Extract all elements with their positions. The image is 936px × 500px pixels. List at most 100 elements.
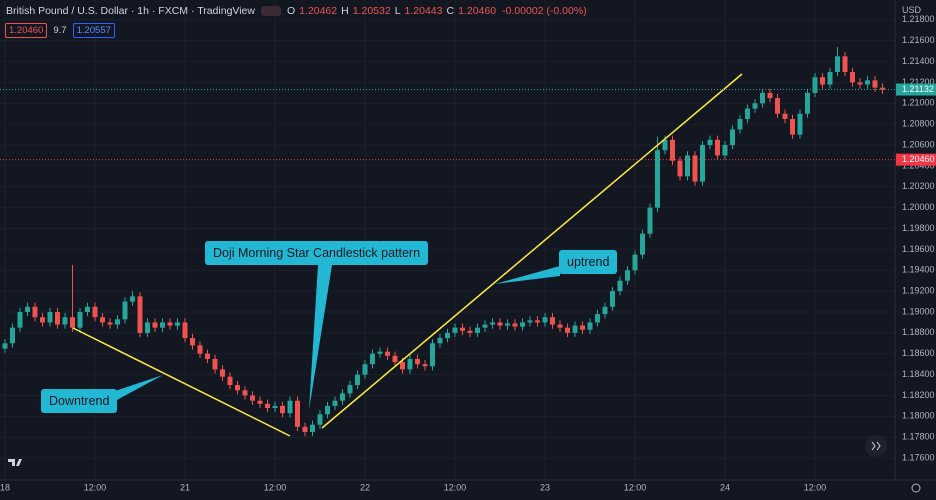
- candle-body: [437, 338, 443, 344]
- buy-price[interactable]: 1.20557: [72, 23, 115, 38]
- candle-body: [737, 118, 743, 130]
- candle-body: [857, 82, 863, 85]
- price-label: 1.21132: [902, 84, 934, 94]
- x-tick-label: 24: [720, 482, 730, 492]
- candle-body: [707, 139, 713, 146]
- y-tick-label: 1.20200: [902, 181, 935, 191]
- candle-body: [340, 393, 345, 401]
- y-tick-label: 1.17800: [902, 432, 935, 442]
- candle-body: [265, 403, 270, 408]
- candle-body: [527, 320, 533, 323]
- y-tick-label: 1.19400: [902, 265, 935, 275]
- candle-body: [175, 322, 180, 326]
- x-tick-label: 12:00: [84, 482, 107, 492]
- candle-body: [55, 312, 60, 325]
- candle-body: [625, 270, 630, 281]
- y-tick-label: 1.21400: [902, 56, 935, 66]
- callout-pointer: [309, 265, 332, 410]
- candle-body: [722, 145, 728, 156]
- candle-body: [287, 400, 293, 414]
- uptrend-line: [321, 73, 743, 429]
- y-tick-label: 1.20600: [902, 139, 935, 149]
- candle-body: [400, 362, 405, 370]
- candle-body: [355, 374, 360, 386]
- y-tick-label: 1.21000: [902, 98, 935, 108]
- candle-body: [820, 77, 825, 85]
- candle-body: [280, 405, 285, 414]
- annotation: Doji Morning Star Candlestick pattern: [205, 241, 429, 265]
- candle-body: [377, 351, 383, 354]
- y-tick-label: 1.18200: [902, 390, 935, 400]
- candle-body: [685, 155, 690, 177]
- candle-body: [362, 364, 368, 375]
- candle-body: [775, 98, 780, 114]
- candle-body: [122, 301, 128, 320]
- candle-body: [392, 355, 398, 363]
- candle-body: [647, 207, 653, 234]
- candle-body: [107, 322, 113, 325]
- candle-body: [167, 322, 173, 326]
- candle-body: [730, 129, 735, 146]
- candle-body: [520, 322, 525, 327]
- candle-body: [692, 155, 698, 182]
- candle-body: [812, 77, 818, 93]
- candle-body: [617, 280, 623, 292]
- candle-body: [347, 385, 353, 394]
- candle-body: [190, 338, 195, 346]
- y-tick-label: 1.19600: [902, 244, 935, 254]
- candle-body: [235, 385, 240, 391]
- downtrend-line: [72, 327, 291, 437]
- x-tick-label: 21: [180, 482, 190, 492]
- candle-body: [482, 324, 488, 328]
- candle-body: [497, 322, 503, 326]
- y-tick-label: 1.20800: [902, 119, 935, 129]
- callout-pointer: [495, 266, 560, 284]
- callout-pointer: [115, 375, 163, 401]
- x-tick-label: 22: [360, 482, 370, 492]
- x-tick-label: 12:00: [444, 482, 467, 492]
- header: British Pound / U.S. Dollar · 1h · FXCM …: [6, 5, 587, 17]
- candle-body: [310, 424, 315, 432]
- candle-body: [152, 322, 158, 328]
- candle-body: [505, 323, 510, 326]
- candle-body: [302, 426, 308, 432]
- ohlc-key: H: [341, 5, 349, 17]
- candle-body: [805, 92, 810, 114]
- candle-body: [227, 376, 233, 386]
- y-tick-label: 1.18600: [902, 348, 935, 358]
- candle-body: [580, 325, 585, 330]
- y-tick-label: 1.18400: [902, 369, 935, 379]
- candle-body: [10, 327, 15, 344]
- candle-body: [47, 312, 53, 323]
- candle-body: [512, 323, 518, 327]
- y-tick-label: 1.18000: [902, 411, 935, 421]
- candle-body: [422, 364, 428, 367]
- menu-dots[interactable]: [260, 6, 281, 16]
- candle-body: [250, 395, 255, 401]
- candle-body: [32, 306, 38, 318]
- annotation: Downtrend: [41, 389, 118, 413]
- change: -0.00002 (-0.00%): [502, 5, 587, 17]
- candle-body: [700, 145, 705, 182]
- candle-body: [535, 320, 540, 323]
- candle-body: [587, 322, 593, 330]
- candle-body: [40, 317, 45, 323]
- settings-icon[interactable]: [911, 483, 921, 493]
- candle-body: [370, 353, 375, 365]
- candle-body: [332, 400, 338, 406]
- scroll-button[interactable]: [865, 435, 887, 457]
- y-tick-label: 1.19800: [902, 223, 935, 233]
- candle-body: [385, 351, 390, 356]
- candle-body: [602, 306, 608, 315]
- tv-logo: [8, 459, 22, 466]
- candle-body: [835, 56, 840, 72]
- candle-body: [797, 113, 803, 135]
- grid: [0, 0, 895, 480]
- ohlc-value: 1.20460: [458, 5, 497, 17]
- candle-body: [872, 80, 878, 88]
- ohlc-key: C: [446, 5, 455, 17]
- candle-body: [572, 325, 578, 333]
- sell-price[interactable]: 1.20460: [5, 23, 48, 38]
- price-label-bg: [896, 153, 936, 166]
